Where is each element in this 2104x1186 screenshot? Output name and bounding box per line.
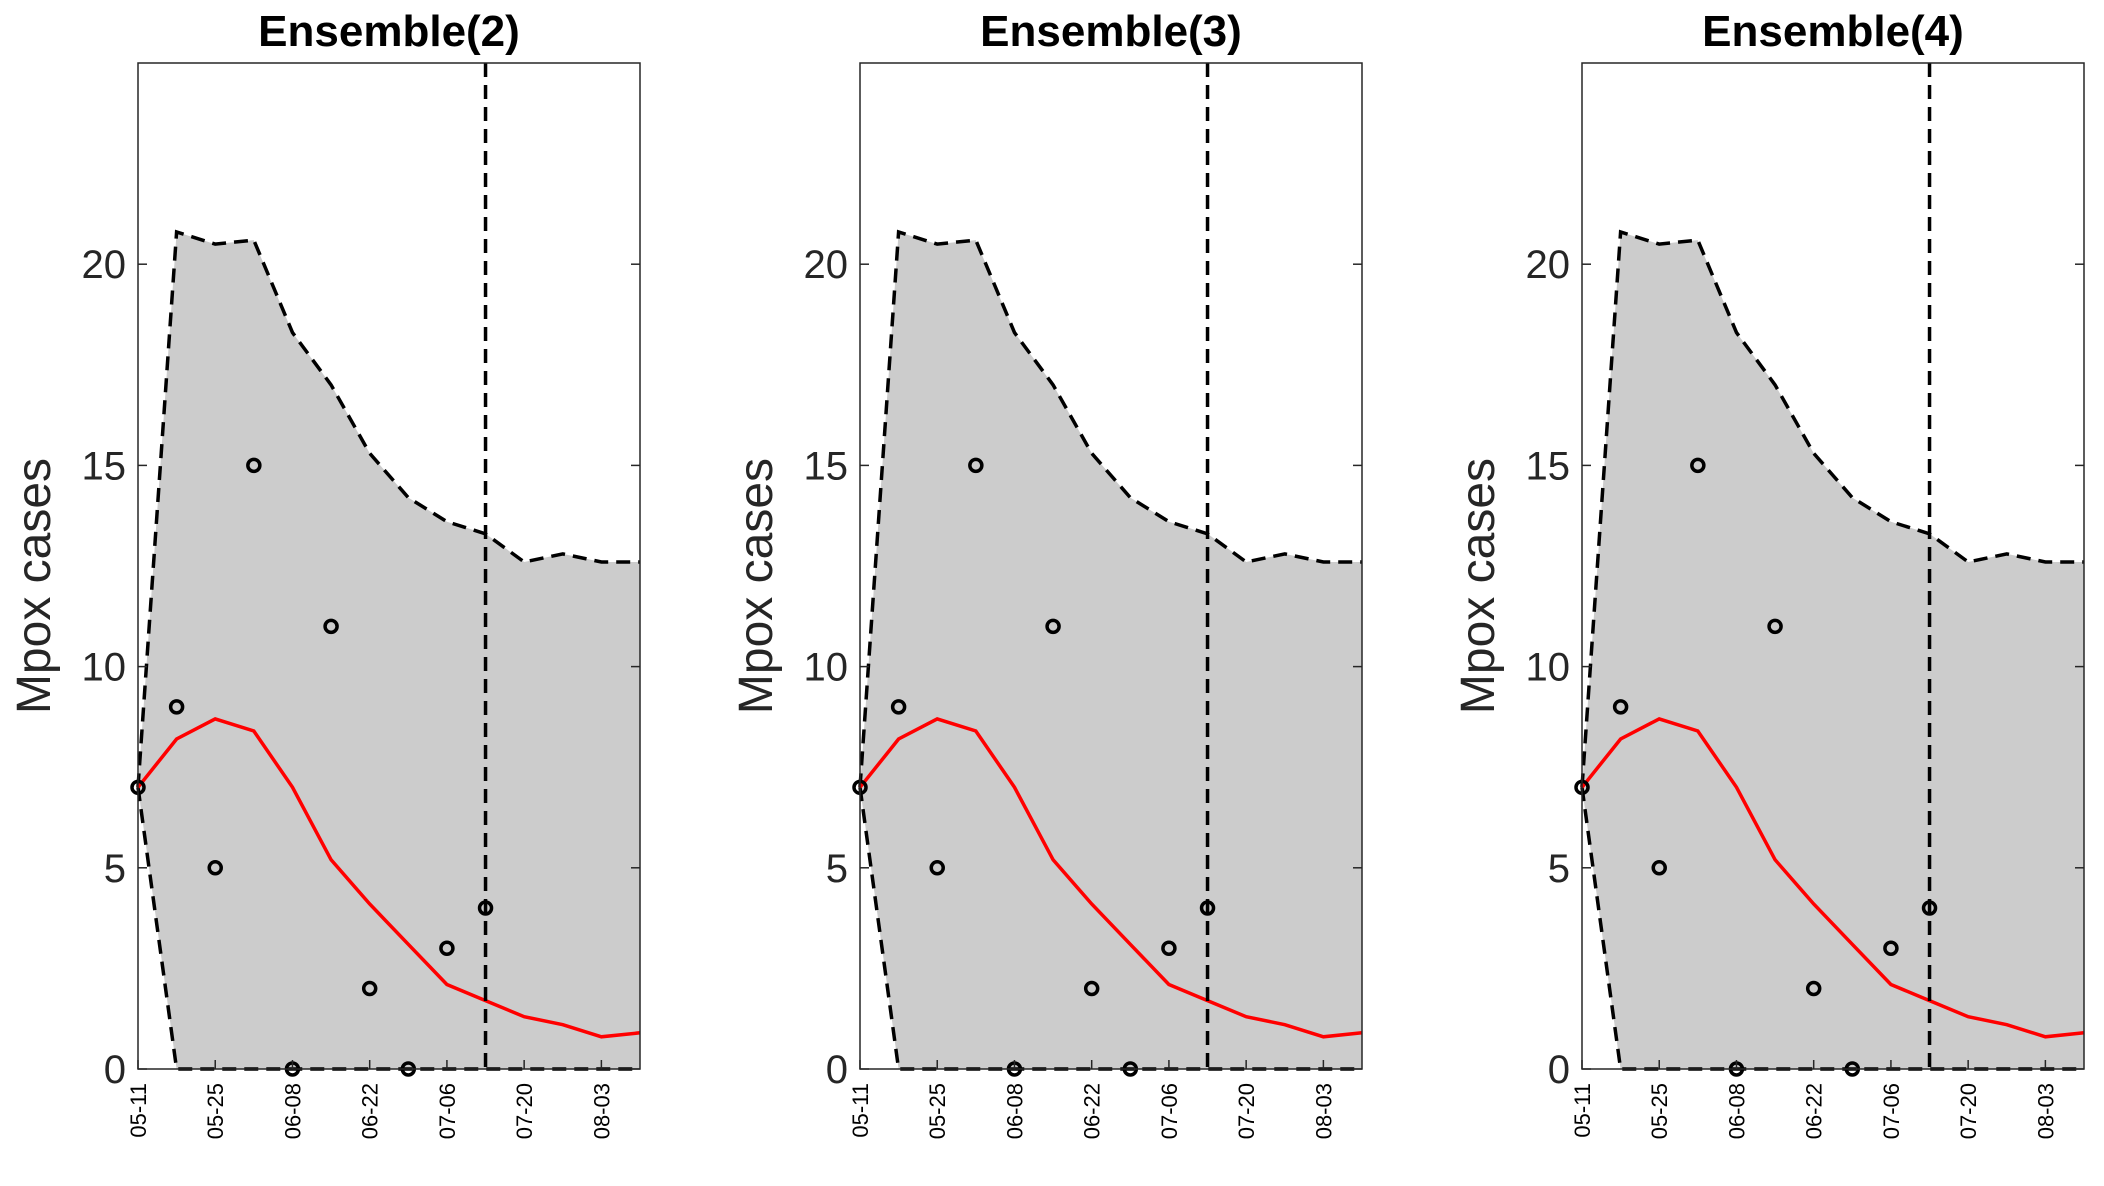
x-tick-label: 08-03 xyxy=(1311,1083,1336,1139)
upper-bound-line xyxy=(1580,229,2084,788)
observed-point xyxy=(1161,940,1177,957)
prediction-interval-band xyxy=(860,232,1362,1069)
y-tick-label: 5 xyxy=(104,847,126,891)
observed-point xyxy=(1045,618,1061,635)
y-tick-label: 10 xyxy=(82,646,127,690)
y-tick-label: 15 xyxy=(1526,444,1571,488)
observed-point xyxy=(1612,699,1629,715)
chart-panel-3: 0 5 10 15 20 05-11 05-25 06-08 06-22 07-06 07-20 08… xyxy=(1452,7,2085,1139)
y-tick-label: 5 xyxy=(1548,847,1570,891)
x-tick-label: 07-20 xyxy=(512,1083,537,1139)
y-tick-label: 0 xyxy=(104,1048,126,1092)
observed-point xyxy=(890,699,907,715)
prediction-interval-band xyxy=(138,232,640,1069)
observed-point xyxy=(1083,980,1100,997)
chart-title: Ensemble(2) xyxy=(258,7,520,56)
x-tick-label: 05-25 xyxy=(203,1083,228,1139)
y-tick-label: 10 xyxy=(804,646,849,690)
chart-title: Ensemble(4) xyxy=(1702,7,1964,56)
x-tick-label: 05-25 xyxy=(1647,1083,1672,1139)
x-tick-label: 05-11 xyxy=(848,1083,873,1138)
x-tick-label: 06-22 xyxy=(1080,1083,1105,1139)
observed-point xyxy=(1805,980,1822,997)
x-tick-label: 06-08 xyxy=(1724,1083,1749,1139)
y-tick-label: 15 xyxy=(82,444,127,488)
y-tick-label: 0 xyxy=(826,1048,848,1092)
observed-point xyxy=(1883,940,1899,957)
x-tick-label: 06-22 xyxy=(358,1083,383,1139)
x-tick-label: 07-20 xyxy=(1234,1083,1259,1139)
chart-title: Ensemble(3) xyxy=(980,7,1242,56)
x-tick-label: 07-20 xyxy=(1956,1083,1981,1139)
observed-point xyxy=(1651,860,1667,876)
observed-point xyxy=(168,699,185,715)
y-tick-label: 20 xyxy=(804,243,849,287)
y-tick-label: 10 xyxy=(1526,646,1571,690)
x-tick-label: 07-06 xyxy=(1879,1083,1904,1139)
mean-forecast-line xyxy=(1580,717,2085,1039)
axes-box xyxy=(859,62,1363,1070)
observed-point xyxy=(1690,457,1706,474)
y-tick-label: 20 xyxy=(1526,243,1571,287)
observed-point xyxy=(968,457,984,474)
y-tick-label: 20 xyxy=(82,243,127,287)
chart-panel-2: 0 5 10 15 20 05-11 05-25 06-08 06-22 07-06 07-20 08… xyxy=(730,7,1363,1139)
observed-point xyxy=(477,900,494,916)
observed-point xyxy=(246,457,262,474)
y-tick-label: 0 xyxy=(1548,1048,1570,1092)
observed-point xyxy=(439,940,455,957)
observed-point xyxy=(1767,618,1783,635)
observed-point xyxy=(929,860,945,876)
axes-box xyxy=(137,62,641,1070)
y-tick-label: 15 xyxy=(804,444,849,488)
x-tick-label: 06-08 xyxy=(280,1083,305,1139)
prediction-interval-band xyxy=(1582,232,2084,1069)
x-tick-label: 07-06 xyxy=(435,1083,460,1139)
upper-bound-line xyxy=(858,229,1362,788)
observed-point xyxy=(207,860,223,876)
x-tick-label: 05-11 xyxy=(126,1083,151,1138)
chart-panel-1: 0 5 10 15 20 05-11 05-25 06-08 06-22 07-06 07-20 08… xyxy=(8,7,641,1139)
x-tick-label: 08-03 xyxy=(589,1083,614,1139)
y-axis-label: Mpox cases xyxy=(1452,458,1505,714)
y-axis-label: Mpox cases xyxy=(8,458,61,714)
x-tick-label: 05-11 xyxy=(1570,1083,1595,1138)
mean-forecast-line xyxy=(858,717,1363,1039)
x-tick-label: 06-22 xyxy=(1802,1083,1827,1139)
y-axis-label: Mpox cases xyxy=(730,458,783,714)
x-tick-label: 07-06 xyxy=(1157,1083,1182,1139)
x-tick-label: 05-25 xyxy=(925,1083,950,1139)
y-tick-label: 5 xyxy=(826,847,848,891)
x-tick-label: 08-03 xyxy=(2033,1083,2058,1139)
mean-forecast-line xyxy=(136,717,641,1039)
observed-point xyxy=(1921,900,1938,916)
x-tick-label: 06-08 xyxy=(1002,1083,1027,1139)
upper-bound-line xyxy=(136,229,640,788)
axes-box xyxy=(1581,62,2085,1070)
observed-point xyxy=(1199,900,1216,916)
observed-point xyxy=(361,980,378,997)
observed-point xyxy=(323,618,339,635)
